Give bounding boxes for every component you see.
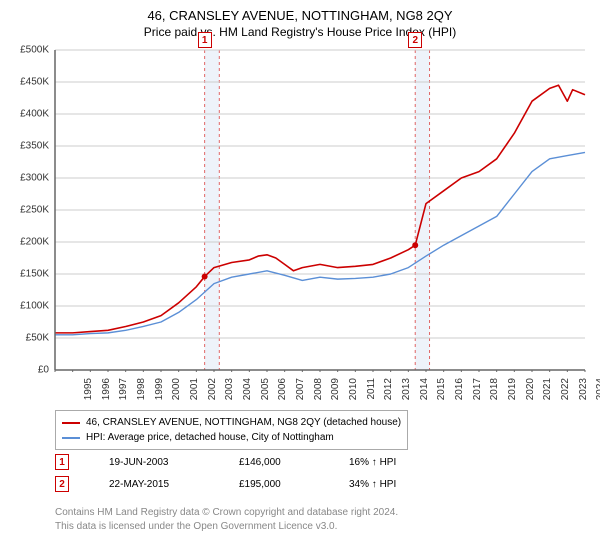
sales-table: 1 19-JUN-2003 £146,000 16% ↑ HPI 2 22-MAY-201… xyxy=(55,454,396,498)
x-tick-label: 2010 xyxy=(348,378,359,408)
x-tick-label: 1997 xyxy=(118,378,129,408)
y-tick-label: £0 xyxy=(0,365,49,376)
x-tick-label: 1998 xyxy=(136,378,147,408)
sales-row: 2 22-MAY-2015 £195,000 34% ↑ HPI xyxy=(55,476,396,492)
y-tick-label: £300K xyxy=(0,173,49,184)
x-tick-label: 2005 xyxy=(260,378,271,408)
x-tick-label: 2019 xyxy=(507,378,518,408)
x-tick-label: 2016 xyxy=(454,378,465,408)
y-tick-label: £250K xyxy=(0,205,49,216)
x-tick-label: 2001 xyxy=(189,378,200,408)
y-tick-label: £100K xyxy=(0,301,49,312)
x-tick-label: 2004 xyxy=(242,378,253,408)
sales-row-price: £146,000 xyxy=(239,457,309,468)
x-tick-label: 2000 xyxy=(171,378,182,408)
legend-row: HPI: Average price, detached house, City… xyxy=(62,430,401,445)
x-tick-label: 2009 xyxy=(330,378,341,408)
attribution-line1: Contains HM Land Registry data © Crown c… xyxy=(55,506,398,520)
x-tick-label: 2008 xyxy=(313,378,324,408)
x-tick-label: 2022 xyxy=(560,378,571,408)
attribution: Contains HM Land Registry data © Crown c… xyxy=(55,506,398,533)
y-tick-label: £450K xyxy=(0,77,49,88)
x-tick-label: 2017 xyxy=(472,378,483,408)
sales-row-price: £195,000 xyxy=(239,479,309,490)
sale-marker: 2 xyxy=(408,32,422,48)
y-tick-label: £50K xyxy=(0,333,49,344)
x-tick-label: 2006 xyxy=(277,378,288,408)
chart-svg xyxy=(0,0,600,372)
x-tick-label: 1995 xyxy=(83,378,94,408)
x-tick-label: 2011 xyxy=(366,378,377,408)
y-tick-label: £200K xyxy=(0,237,49,248)
legend-label: 46, CRANSLEY AVENUE, NOTTINGHAM, NG8 2QY… xyxy=(86,415,401,430)
legend: 46, CRANSLEY AVENUE, NOTTINGHAM, NG8 2QY… xyxy=(55,410,408,450)
y-tick-label: £400K xyxy=(0,109,49,120)
sales-row-diff: 16% ↑ HPI xyxy=(349,457,396,468)
x-tick-label: 2013 xyxy=(401,378,412,408)
x-tick-label: 2003 xyxy=(224,378,235,408)
sales-row-date: 19-JUN-2003 xyxy=(109,457,199,468)
x-tick-label: 2015 xyxy=(436,378,447,408)
x-tick-label: 2002 xyxy=(207,378,218,408)
x-tick-label: 2012 xyxy=(383,378,394,408)
sales-row-date: 22-MAY-2015 xyxy=(109,479,199,490)
chart-container: 46, CRANSLEY AVENUE, NOTTINGHAM, NG8 2QY… xyxy=(0,0,600,560)
x-tick-label: 2023 xyxy=(578,378,589,408)
legend-swatch xyxy=(62,437,80,439)
sales-row: 1 19-JUN-2003 £146,000 16% ↑ HPI xyxy=(55,454,396,470)
legend-swatch xyxy=(62,422,80,424)
x-tick-label: 2024 xyxy=(595,378,600,408)
y-tick-label: £350K xyxy=(0,141,49,152)
y-tick-label: £500K xyxy=(0,45,49,56)
x-tick-label: 2020 xyxy=(525,378,536,408)
x-tick-label: 2018 xyxy=(489,378,500,408)
sales-row-marker: 1 xyxy=(55,454,69,470)
sales-row-marker: 2 xyxy=(55,476,69,492)
sale-marker: 1 xyxy=(198,32,212,48)
y-tick-label: £150K xyxy=(0,269,49,280)
attribution-line2: This data is licensed under the Open Gov… xyxy=(55,520,398,534)
x-tick-label: 2007 xyxy=(295,378,306,408)
x-tick-label: 2021 xyxy=(542,378,553,408)
x-tick-label: 1999 xyxy=(154,378,165,408)
x-tick-label: 1996 xyxy=(101,378,112,408)
sales-row-diff: 34% ↑ HPI xyxy=(349,479,396,490)
legend-label: HPI: Average price, detached house, City… xyxy=(86,430,334,445)
legend-row: 46, CRANSLEY AVENUE, NOTTINGHAM, NG8 2QY… xyxy=(62,415,401,430)
x-tick-label: 2014 xyxy=(419,378,430,408)
